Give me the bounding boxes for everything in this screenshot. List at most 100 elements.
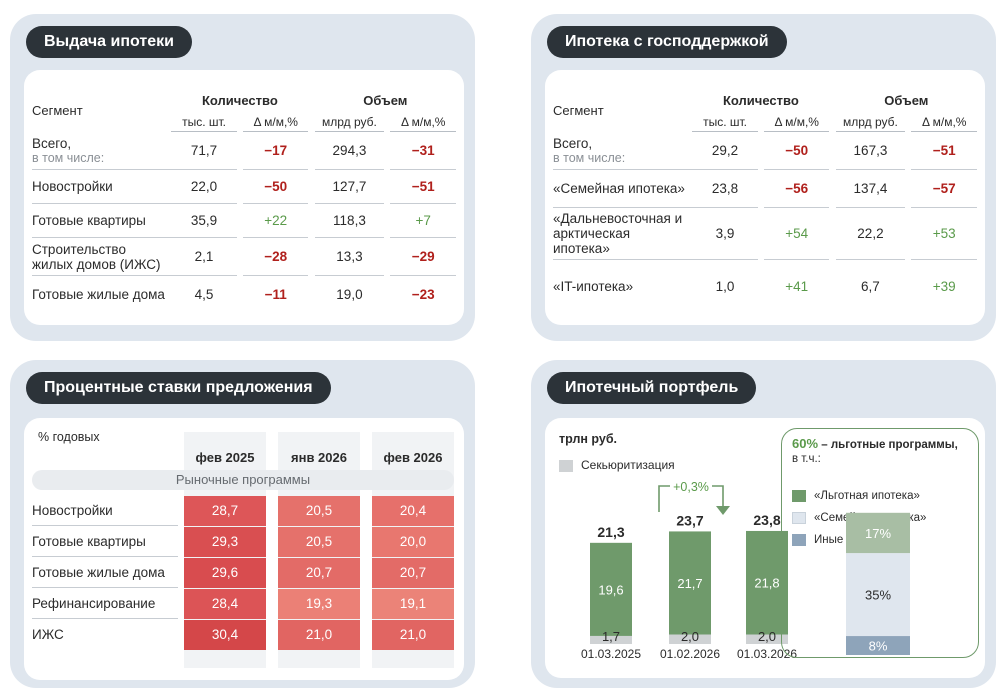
rates-card: % годовых фев 2025 янв 2026 фев 2026 Рын… [24,418,464,680]
count-header: Количество [723,92,799,108]
volume-value: 118,3 [314,204,385,238]
breakdown-segment-label: 8% [869,639,888,654]
legend-label: «Льготная ипотека» [814,490,920,502]
rates-title: Процентные ставки предложения [26,372,331,404]
rates-col-header: фев 2026 [383,450,443,465]
support-panel: Ипотека с господдержкой Сегмент Количест… [531,14,996,341]
breakdown-caption-line2: в т.ч.: [792,453,821,465]
breakdown-bar: 8% 35% 17% [846,512,910,655]
rate-row-label: Готовые жилые дома [32,558,178,588]
rate-cell: 29,3 [184,527,266,557]
change-arrow [658,485,724,512]
issuance-panel: Выдача ипотеки Сегмент Количество Объем … [10,14,475,341]
rate-cell: 19,1 [372,589,454,619]
bar-secur [590,635,632,644]
table-row: «IT-ипотека» 1,0 +41 6,7 +39 [553,260,977,312]
segment-header: Сегмент [553,102,604,118]
bar-main-label: 21,8 [754,576,779,591]
volume-delta: +7 [390,204,456,238]
count-delta: −11 [264,286,287,302]
rate-cell: 21,0 [278,620,360,650]
table-row: Строительство жилых домов (ИЖС) 2,1 −28 … [32,238,456,276]
rates-rows: Новостройки 28,7 20,5 20,4 Готовые кварт… [32,496,462,666]
breakdown-percent: 60% [792,436,819,451]
count-unit: тыс. шт. [171,112,237,132]
volume-delta: −29 [390,238,456,276]
chart-legend: Секьюритизация [559,458,675,472]
volume-value: 22,2 [835,208,906,260]
breakdown-segment-label: 35% [865,588,891,603]
count-delta: +41 [785,278,809,294]
bar-main [590,542,632,636]
table-row: «Дальневосточная и арктическая ипотека» … [553,208,977,260]
bar-secur-label: 2,0 [758,629,776,644]
x-tick-label: 01.03.2025 [581,647,641,661]
x-tick-label: 01.02.2026 [660,647,720,661]
row-label: «Семейная ипотека» [553,170,693,208]
count-value: 71,7 [171,132,237,170]
breakdown-caption: 60% – льготные программы, в т.ч.: [792,437,958,466]
rate-cell: 20,5 [278,527,360,557]
count-delta: −17 [242,132,309,170]
rates-col-header: янв 2026 [291,450,347,465]
rate-cell: 20,7 [372,558,454,588]
legend-swatch [792,511,806,524]
volume-unit: млрд руб. [835,112,906,132]
volume-value: 167,3 [835,132,906,170]
legend-label: Секьюритизация [581,458,675,472]
count-value: 2,1 [171,238,237,276]
row-sublabel: в том числе: [32,150,105,165]
rate-cell: 28,4 [184,589,266,619]
row-label: Всего, [32,135,72,151]
volume-delta: −51 [911,132,977,170]
rates-group-label: Рыночные программы [32,470,454,490]
rate-cell: 30,4 [184,620,266,650]
rate-cell: 20,5 [278,496,360,526]
count-delta: −50 [763,132,830,170]
change-arrow-head [716,506,730,515]
row-label: Готовые квартиры [32,204,172,238]
bar-total-label: 23,8 [753,512,780,528]
rates-unit: % годовых [38,430,100,444]
table-row: Готовые квартиры 35,9 +22 118,3 +7 [32,204,456,238]
table-row: «Семейная ипотека» 23,8 −56 137,4 −57 [553,170,977,208]
portfolio-panel: Ипотечный портфель трлн руб. Секьюритиза… [531,360,996,688]
row-label: Всего, [553,135,593,151]
volume-value: 13,3 [314,238,385,276]
bar-main [669,531,711,635]
x-tick-label: 01.03.2026 [737,647,797,661]
rate-row-label: Новостройки [32,496,178,526]
row-label: «Дальневосточная и арктическая ипотека» [553,208,693,260]
count-value: 35,9 [171,204,237,238]
row-label: Готовые жилые дома [32,286,165,302]
bar-total-label: 23,7 [676,512,703,528]
breakdown-caption-rest: – льготные программы, [818,439,958,451]
bar-secur [669,634,711,644]
rate-row-label: Готовые квартиры [32,527,178,557]
volume-value: 19,0 [336,286,363,302]
support-title: Ипотека с господдержкой [547,26,787,58]
count-delta: +54 [763,208,830,260]
count-delta: +22 [242,204,309,238]
count-value: 4,5 [194,286,214,302]
rates-col-header: фев 2025 [195,450,255,465]
row-label: Новостройки [32,170,172,204]
rate-cell: 29,6 [184,558,266,588]
table-row: Всего, в том числе: 71,7 −17 294,3 −31 [32,132,456,170]
count-delta: −50 [242,170,309,204]
support-table: Сегмент Количество Объем тыс. шт. Δ м/м,… [553,88,977,312]
count-unit: тыс. шт. [692,112,758,132]
row-label: «IT-ипотека» [553,278,634,294]
table-row: Всего, в том числе: 29,2 −50 167,3 −51 [553,132,977,170]
issuance-title: Выдача ипотеки [26,26,192,58]
rate-cell: 21,0 [372,620,454,650]
portfolio-chart: 1,7 19,6 21,3 01.03.2025 2,0 21,7 23,7 01.02.20… [581,480,797,661]
volume-unit: млрд руб. [314,112,385,132]
support-card: Сегмент Количество Объем тыс. шт. Δ м/м,… [545,70,985,325]
rate-cell: 28,7 [184,496,266,526]
legend-swatch [559,459,573,472]
count-delta-header: Δ м/м,% [763,112,830,132]
volume-value: 127,7 [314,170,385,204]
count-delta-header: Δ м/м,% [242,112,309,132]
row-sublabel: в том числе: [553,150,626,165]
